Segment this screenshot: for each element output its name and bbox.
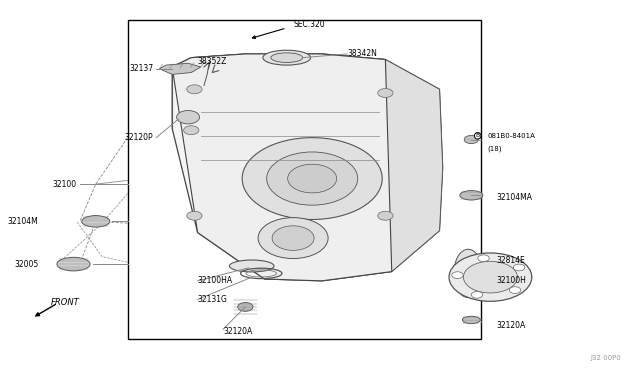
Circle shape xyxy=(452,272,463,279)
Ellipse shape xyxy=(263,50,310,65)
Text: 32104M: 32104M xyxy=(8,217,38,226)
Text: 32104MA: 32104MA xyxy=(497,193,532,202)
Text: 32120A: 32120A xyxy=(497,321,526,330)
Ellipse shape xyxy=(460,190,483,200)
Text: B: B xyxy=(476,133,480,138)
Ellipse shape xyxy=(449,253,532,301)
Circle shape xyxy=(237,302,253,311)
Circle shape xyxy=(184,126,199,135)
Ellipse shape xyxy=(229,260,274,272)
Circle shape xyxy=(272,226,314,250)
Circle shape xyxy=(288,164,337,193)
Text: 32120A: 32120A xyxy=(223,327,252,336)
Circle shape xyxy=(509,287,521,294)
Circle shape xyxy=(378,211,393,220)
Text: 38342N: 38342N xyxy=(347,49,377,58)
Polygon shape xyxy=(322,54,443,281)
Circle shape xyxy=(242,138,382,219)
Ellipse shape xyxy=(454,249,483,298)
Ellipse shape xyxy=(57,257,90,271)
Circle shape xyxy=(378,89,393,97)
Ellipse shape xyxy=(271,53,303,62)
Circle shape xyxy=(187,211,202,220)
Text: 32100H: 32100H xyxy=(497,276,527,285)
Text: 32100HA: 32100HA xyxy=(198,276,233,285)
Text: 32131G: 32131G xyxy=(198,295,227,304)
Circle shape xyxy=(177,110,200,124)
Text: 081B0-8401A: 081B0-8401A xyxy=(487,133,535,139)
Polygon shape xyxy=(159,63,201,74)
Circle shape xyxy=(478,255,489,262)
Circle shape xyxy=(464,135,478,144)
Circle shape xyxy=(258,218,328,259)
Text: 32005: 32005 xyxy=(14,260,38,269)
Text: 32137: 32137 xyxy=(129,64,153,73)
Text: (18): (18) xyxy=(487,145,502,152)
Text: 32814E: 32814E xyxy=(497,256,525,265)
Circle shape xyxy=(267,152,358,205)
Ellipse shape xyxy=(463,316,480,324)
Circle shape xyxy=(471,292,483,298)
Circle shape xyxy=(187,85,202,94)
Circle shape xyxy=(513,264,525,271)
Text: 32100: 32100 xyxy=(52,180,77,189)
Ellipse shape xyxy=(463,261,518,293)
Text: J32 00P0: J32 00P0 xyxy=(590,355,621,361)
Ellipse shape xyxy=(82,216,110,227)
Text: SEC.320: SEC.320 xyxy=(293,20,324,29)
Polygon shape xyxy=(191,54,385,60)
Bar xyxy=(127,20,481,339)
Text: 38352Z: 38352Z xyxy=(198,57,227,66)
Polygon shape xyxy=(172,54,392,281)
Polygon shape xyxy=(172,54,443,281)
Text: FRONT: FRONT xyxy=(51,298,80,307)
Text: 32120P: 32120P xyxy=(124,133,153,142)
